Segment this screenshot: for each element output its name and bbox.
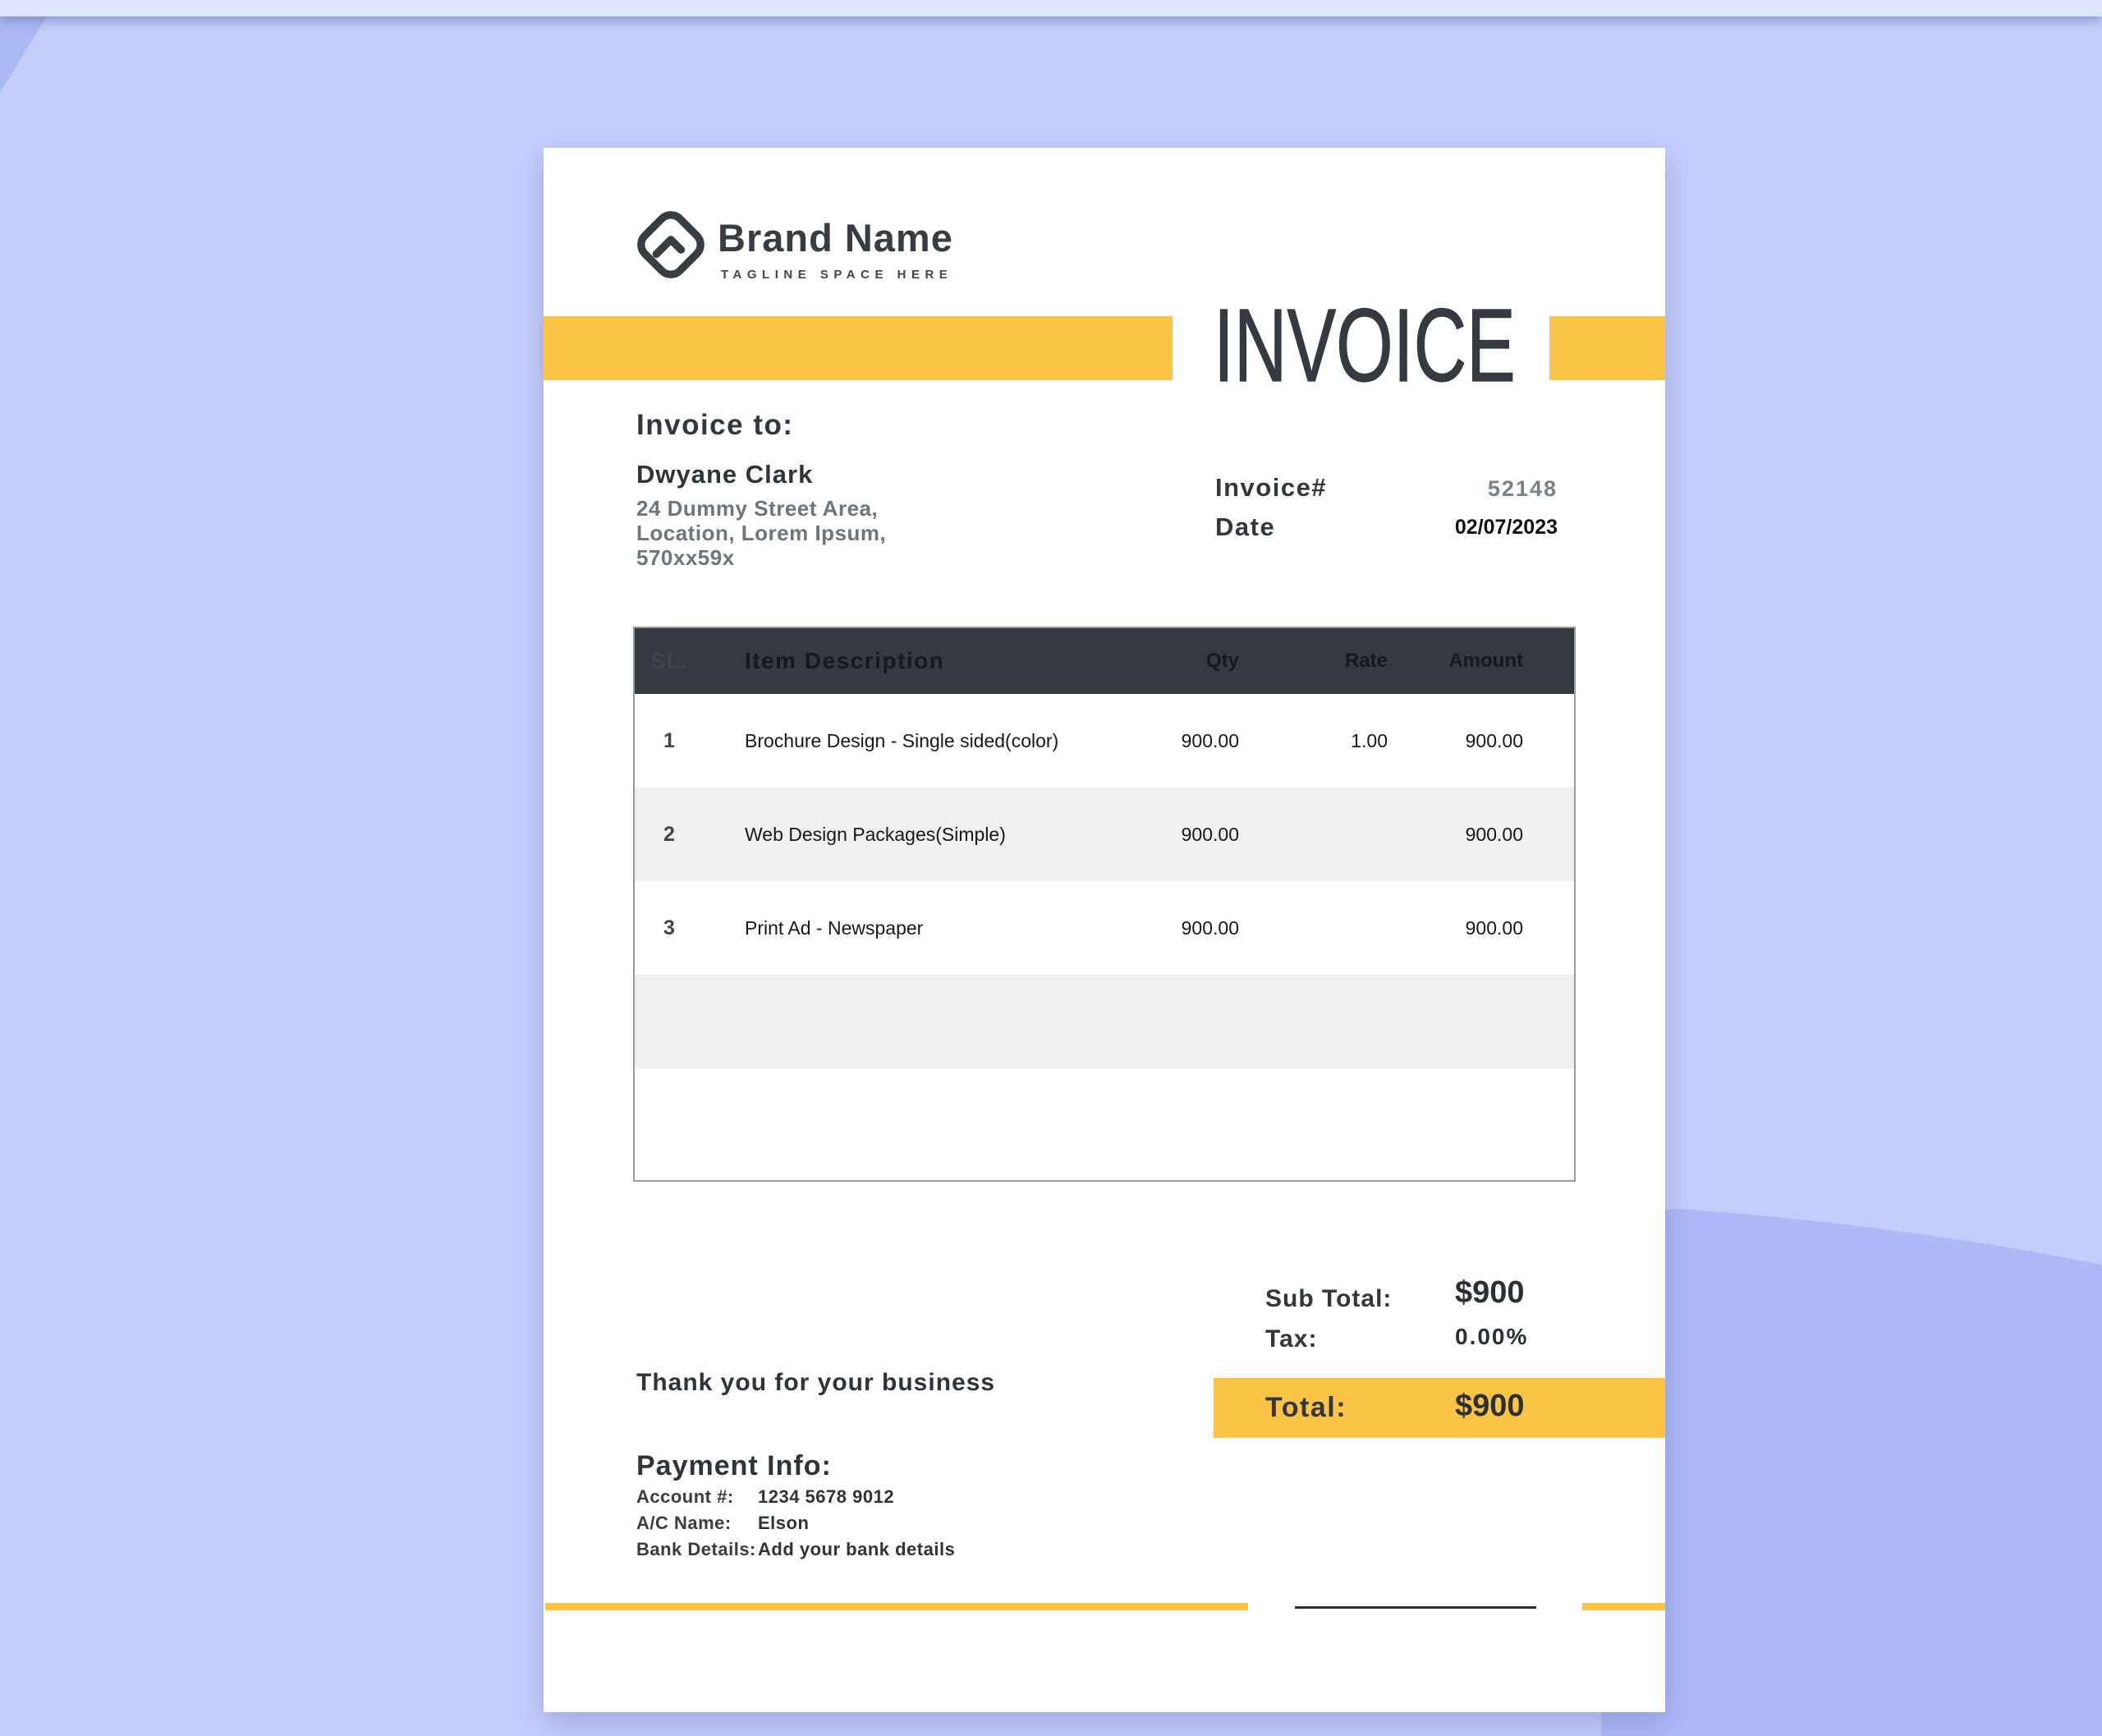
- table-empty-row: [635, 1068, 1574, 1180]
- invoice-date-label: Date: [1215, 512, 1276, 541]
- cell-qty: 900.00: [1181, 823, 1239, 845]
- top-window-strip: [0, 0, 2102, 16]
- title-accent-bar-left: [544, 316, 1173, 380]
- client-address-line: Location, Lorem Ipsum,: [636, 521, 887, 545]
- cell-sl: 1: [663, 728, 675, 752]
- subtotal-label: Sub Total:: [1265, 1285, 1393, 1312]
- invoice-number-value: 52148: [1487, 476, 1558, 501]
- tax-value: 0.00%: [1455, 1324, 1529, 1349]
- payment-value: Add your bank details: [758, 1539, 956, 1559]
- payment-info-list: Account #: 1234 5678 9012 A/C Name: Elso…: [636, 1486, 955, 1560]
- table-row: 2 Web Design Packages(Simple) 900.00 900…: [635, 788, 1574, 881]
- title-accent-bar-right: [1549, 316, 1665, 380]
- cell-qty: 900.00: [1181, 729, 1239, 751]
- cell-rate: 1.00: [1351, 729, 1388, 751]
- items-table: SL. Item Description Qty Rate Amount 1 B…: [633, 627, 1576, 1182]
- cell-amount: 900.00: [1465, 729, 1523, 751]
- header-qty: Qty: [1205, 650, 1239, 672]
- thank-you-note: Thank you for your business: [636, 1369, 996, 1396]
- footer-accent-line-left: [545, 1603, 1248, 1610]
- invoice-date-value: 02/07/2023: [1454, 516, 1558, 539]
- cell-sl: 3: [663, 916, 675, 939]
- invoice-to-label: Invoice to:: [636, 409, 794, 441]
- tax-label: Tax:: [1265, 1325, 1318, 1353]
- client-name: Dwyane Clark: [636, 460, 814, 489]
- footer-accent-line-right: [1582, 1603, 1665, 1610]
- total-highlight-bar: [1214, 1378, 1665, 1438]
- brand-name: Brand Name: [718, 216, 953, 259]
- payment-info-title: Payment Info:: [636, 1450, 832, 1481]
- payment-label: A/C Name:: [636, 1513, 732, 1533]
- brand-logo-icon: [637, 211, 704, 278]
- subtotal-value: $900: [1455, 1275, 1525, 1310]
- cell-sl: 2: [663, 822, 675, 846]
- cell-amount: 900.00: [1465, 823, 1523, 845]
- table-row: 1 Brochure Design - Single sided(color) …: [635, 694, 1574, 788]
- cell-description: Brochure Design - Single sided(color): [745, 729, 1059, 751]
- header-amount: Amount: [1448, 650, 1523, 672]
- payment-label: Account #:: [636, 1486, 734, 1507]
- total-label: Total:: [1265, 1392, 1347, 1423]
- total-value: $900: [1455, 1389, 1525, 1423]
- client-address-line: 24 Dummy Street Area,: [636, 496, 879, 521]
- invoice-number-label: Invoice#: [1215, 473, 1328, 502]
- signature-line: [1295, 1606, 1536, 1609]
- invoice-page: Brand Name TAGLINE SPACE HERE INVOICE In…: [544, 148, 1665, 1712]
- table-empty-row: [635, 975, 1574, 1068]
- cell-amount: 900.00: [1465, 916, 1523, 939]
- invoice-title: INVOICE: [1214, 287, 1517, 403]
- corner-wedge-shape: [0, 15, 48, 93]
- table-row: 3 Print Ad - Newspaper 900.00 900.00: [635, 881, 1574, 975]
- client-address: 24 Dummy Street Area, Location, Lorem Ip…: [636, 496, 886, 570]
- header-description: Item Description: [745, 648, 945, 673]
- payment-value: 1234 5678 9012: [758, 1486, 895, 1507]
- brand-tagline: TAGLINE SPACE HERE: [721, 268, 953, 282]
- payment-label: Bank Details:: [636, 1539, 756, 1559]
- table-header-row: SL. Item Description Qty Rate Amount: [635, 628, 1574, 694]
- cell-description: Print Ad - Newspaper: [745, 916, 924, 939]
- payment-value: Elson: [758, 1513, 810, 1533]
- header-sl: SL.: [650, 648, 688, 673]
- client-address-line: 570xx59x: [636, 545, 735, 570]
- cell-qty: 900.00: [1181, 916, 1239, 939]
- header-rate: Rate: [1344, 650, 1388, 672]
- cell-description: Web Design Packages(Simple): [745, 823, 1006, 845]
